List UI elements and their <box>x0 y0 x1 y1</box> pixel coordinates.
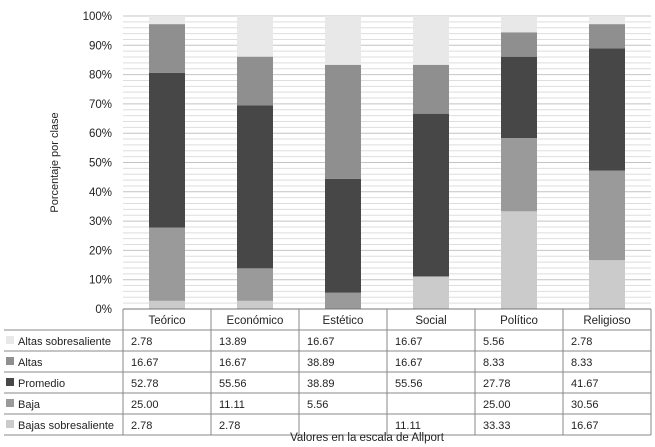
data-label: 16.67 <box>307 336 335 348</box>
legend-label: Promedio <box>18 378 65 390</box>
bar-segment <box>589 170 625 261</box>
bar-segment <box>237 268 273 301</box>
data-label: 41.67 <box>571 378 599 390</box>
x-category-label: Religioso <box>583 315 630 327</box>
data-label: 11.11 <box>395 420 421 432</box>
data-label: 38.89 <box>307 378 335 390</box>
x-category-label: Económico <box>227 315 284 327</box>
data-label: 30.56 <box>571 399 599 411</box>
bar-segment <box>325 64 361 179</box>
bar-segment <box>589 260 625 309</box>
data-label: 55.56 <box>219 378 247 390</box>
y-tick-label: 10% <box>89 275 112 287</box>
bar-segment <box>149 24 185 73</box>
data-label: 25.00 <box>131 399 159 411</box>
data-label: 16.67 <box>395 357 423 369</box>
legend-swatch <box>6 336 14 344</box>
bar-segment <box>237 105 273 269</box>
legend-label: Altas <box>18 357 43 369</box>
y-tick-label: 60% <box>89 128 112 140</box>
x-axis-label: Valores en la escala de Allport <box>290 432 445 444</box>
bar-segment <box>149 72 185 228</box>
bar-segment <box>149 300 185 309</box>
bar-segment <box>413 15 449 65</box>
bar-segment <box>589 48 625 171</box>
data-label: 5.56 <box>307 399 328 411</box>
bar-segment <box>325 15 361 65</box>
data-label: 33.33 <box>483 420 511 432</box>
legend-swatch <box>6 378 14 386</box>
bar-segment <box>149 227 185 301</box>
bar-segment <box>501 16 537 33</box>
bar-segment <box>501 211 537 309</box>
data-label: 13.89 <box>219 336 247 348</box>
bar-segment <box>501 138 537 212</box>
x-category-label: Político <box>500 315 538 327</box>
legend-label: Altas sobresaliente <box>18 336 111 348</box>
y-tick-label: 20% <box>89 245 112 257</box>
y-tick-label: 90% <box>89 40 112 52</box>
bar-segment <box>501 32 537 57</box>
bar-segment <box>237 56 273 106</box>
data-label: 8.33 <box>571 357 592 369</box>
bar-segment <box>237 15 273 57</box>
bar-segment <box>413 276 449 309</box>
data-label: 16.67 <box>395 336 423 348</box>
data-label: 2.78 <box>219 420 240 432</box>
data-label: 55.56 <box>395 378 423 390</box>
bar-segment <box>413 113 449 277</box>
y-tick-label: 80% <box>89 70 112 82</box>
x-category-label: Estético <box>323 315 364 327</box>
data-label: 27.78 <box>483 378 511 390</box>
legend-label: Baja <box>18 399 41 411</box>
y-tick-label: 30% <box>89 216 112 228</box>
bar-segment <box>237 300 273 309</box>
x-category-label: Social <box>415 315 446 327</box>
data-label: 16.67 <box>571 420 599 432</box>
bar-segment <box>589 24 625 49</box>
data-label: 11.11 <box>219 399 245 411</box>
data-label: 52.78 <box>131 378 159 390</box>
data-label: 8.33 <box>483 357 504 369</box>
y-tick-label: 0% <box>95 304 112 316</box>
legend-label: Bajas sobresaliente <box>18 420 114 432</box>
data-label: 2.78 <box>131 336 152 348</box>
bar-segment <box>325 292 361 309</box>
data-label: 5.56 <box>483 336 504 348</box>
data-label: 25.00 <box>483 399 511 411</box>
bar-segment <box>325 178 361 293</box>
data-label: 16.67 <box>131 357 159 369</box>
x-category-label: Teórico <box>148 315 185 327</box>
data-label: 38.89 <box>307 357 335 369</box>
y-tick-label: 40% <box>89 187 112 199</box>
y-tick-label: 50% <box>89 158 112 170</box>
bar-segment <box>589 15 625 25</box>
data-label: 16.67 <box>219 357 247 369</box>
legend-swatch <box>6 357 14 365</box>
bar-segment <box>501 56 537 139</box>
legend-swatch <box>6 399 14 407</box>
bar-segment <box>149 15 185 25</box>
y-tick-label: 70% <box>89 99 112 111</box>
data-label: 2.78 <box>571 336 592 348</box>
data-label: 2.78 <box>131 420 152 432</box>
y-axis-label: Porcentaje por clase <box>49 112 61 212</box>
y-tick-label: 100% <box>83 11 112 23</box>
legend-swatch <box>6 420 14 428</box>
bar-segment <box>413 64 449 114</box>
